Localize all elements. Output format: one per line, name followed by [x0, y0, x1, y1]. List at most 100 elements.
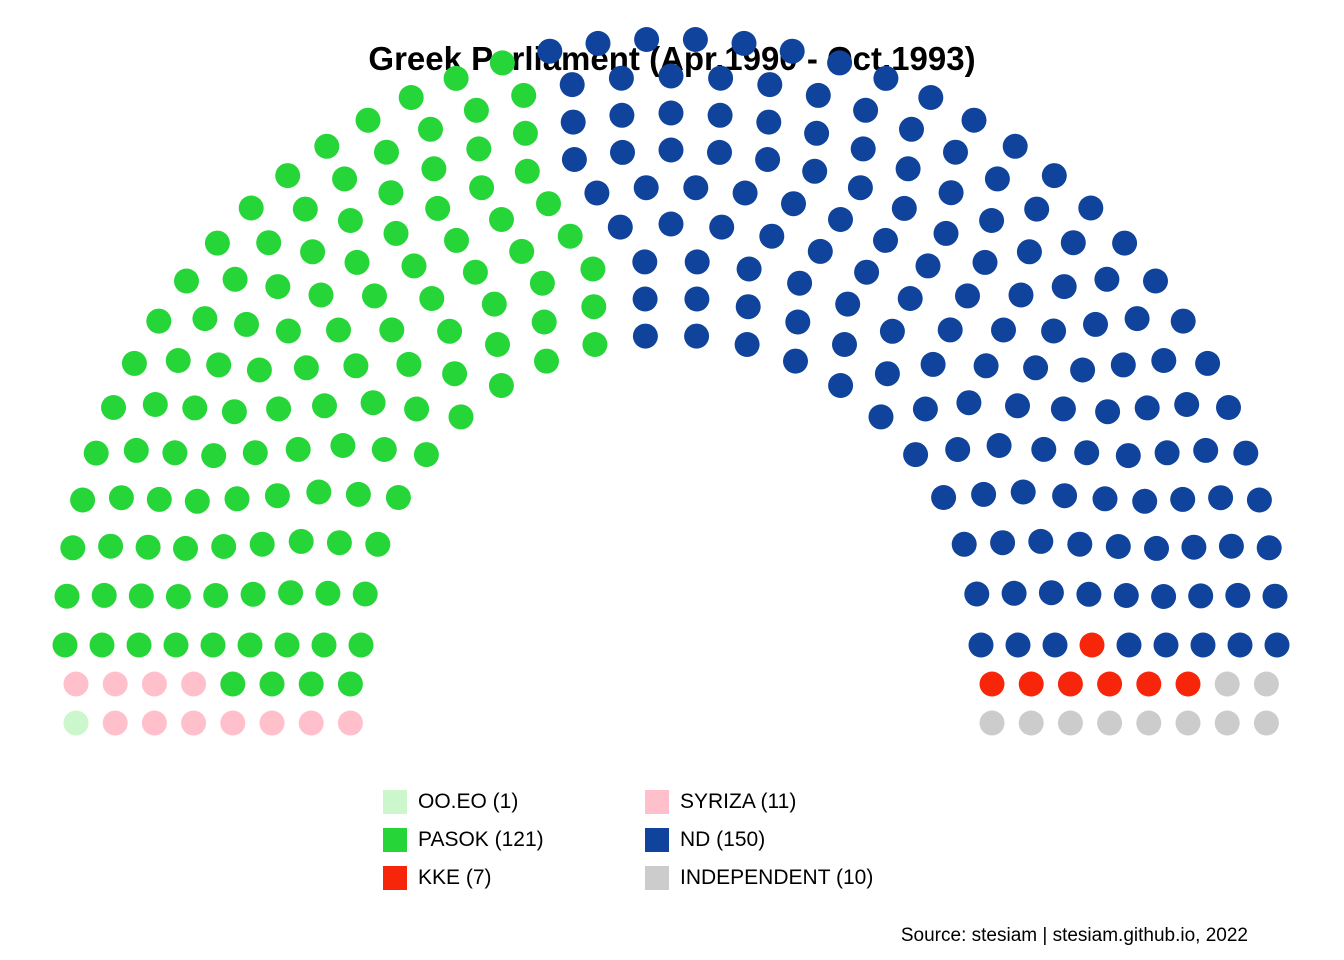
seat-nd [968, 632, 994, 658]
seat-pasok [332, 166, 358, 192]
seat-pasok [173, 535, 198, 561]
seat-pasok [220, 671, 246, 697]
seat-nd [1116, 632, 1142, 658]
seat-pasok [443, 65, 469, 91]
seat-pasok [419, 286, 445, 311]
seat-pasok [385, 485, 411, 510]
seat-pasok [379, 317, 405, 343]
seat-nd [682, 27, 708, 52]
seat-pasok [442, 361, 468, 387]
seat-nd [912, 396, 938, 422]
seat-pasok [192, 306, 218, 332]
seat-nd [1094, 266, 1120, 292]
seat-pasok [344, 249, 370, 275]
seat-pasok [337, 208, 363, 233]
seat-pasok [355, 107, 381, 133]
seat-independent [1097, 710, 1123, 736]
seat-nd [632, 249, 658, 275]
seat-nd [561, 147, 587, 172]
seat-nd [903, 442, 929, 468]
seat-pasok [378, 180, 404, 206]
seat-pasok [54, 583, 80, 609]
seat-nd [971, 481, 997, 507]
legend-label: OO.EO (1) [418, 790, 519, 813]
seat-independent [1057, 710, 1083, 736]
seat-nd [805, 82, 831, 108]
seat-nd [1195, 350, 1221, 376]
seat-syriza [181, 671, 207, 697]
legend: OO.EO (1) SYRIZA (11) PASOK (121) ND (150) K… [383, 788, 943, 898]
seat-pasok [123, 437, 149, 463]
seat-pasok [91, 582, 117, 608]
seat-syriza [259, 710, 285, 736]
seat-pasok [514, 158, 540, 184]
seat-nd [986, 433, 1012, 458]
seat-pasok [52, 632, 78, 658]
seat-nd [1144, 535, 1169, 561]
seat-nd [785, 309, 811, 335]
seat-nd [853, 97, 879, 123]
seat-pasok [529, 270, 555, 296]
seat-kke [979, 671, 1005, 697]
seat-nd [537, 38, 563, 64]
seat-pasok [330, 433, 356, 458]
legend-item-oo-eo: OO.EO (1) [383, 788, 518, 816]
seat-nd [1041, 163, 1067, 189]
seat-pasok [163, 632, 189, 658]
seat-pasok [292, 196, 318, 222]
seat-pasok [249, 531, 275, 557]
seat-nd [1112, 230, 1138, 256]
seat-pasok [165, 348, 191, 373]
seat-pasok [165, 584, 191, 609]
seat-pasok [398, 85, 424, 110]
seat-nd [802, 158, 828, 184]
seat-pasok [374, 139, 399, 165]
seat-nd [1264, 632, 1290, 658]
legend-swatch [383, 790, 407, 814]
seat-nd [1153, 632, 1179, 658]
legend-swatch [383, 866, 407, 890]
seat-nd [1193, 437, 1219, 463]
seat-pasok [224, 486, 250, 512]
seat-pasok [246, 357, 272, 383]
seat-nd [945, 437, 971, 462]
seat-nd [1078, 195, 1104, 221]
seat-nd [1016, 239, 1042, 265]
seat-nd [1076, 581, 1102, 607]
seat-nd [835, 291, 861, 317]
seat-pasok [264, 483, 290, 509]
seat-nd [918, 85, 944, 110]
seat-pasok [311, 632, 337, 658]
seat-pasok [531, 309, 557, 335]
legend-label: PASOK (121) [418, 828, 544, 851]
seat-pasok [242, 440, 268, 466]
seat-pasok [275, 163, 301, 189]
seat-nd [1095, 399, 1121, 425]
seat-pasok [204, 230, 230, 256]
seat-nd [1024, 196, 1050, 222]
seat-independent [1018, 710, 1044, 736]
seat-nd [658, 211, 684, 237]
seat-pasok [240, 581, 266, 607]
seat-nd [943, 139, 968, 165]
seat-pasok [448, 404, 474, 430]
seat-pasok [401, 253, 427, 279]
seat-nd [779, 38, 805, 64]
parliament-chart [52, 27, 1290, 736]
seat-nd [1170, 486, 1196, 512]
seat-pasok [98, 533, 124, 559]
seat-independent [1175, 710, 1201, 736]
seat-nd [1262, 583, 1288, 609]
seat-independent [1253, 710, 1279, 736]
seat-nd [560, 109, 586, 135]
seat-nd [634, 27, 660, 52]
seat-nd [1208, 485, 1234, 511]
seat-pasok [580, 256, 606, 282]
seat-nd [1001, 580, 1027, 606]
seat-nd [920, 351, 946, 377]
seat-nd [1052, 483, 1078, 509]
seat-pasok [557, 223, 583, 249]
seat-nd [984, 166, 1010, 192]
seat-nd [931, 485, 957, 510]
seat-nd [684, 323, 710, 349]
